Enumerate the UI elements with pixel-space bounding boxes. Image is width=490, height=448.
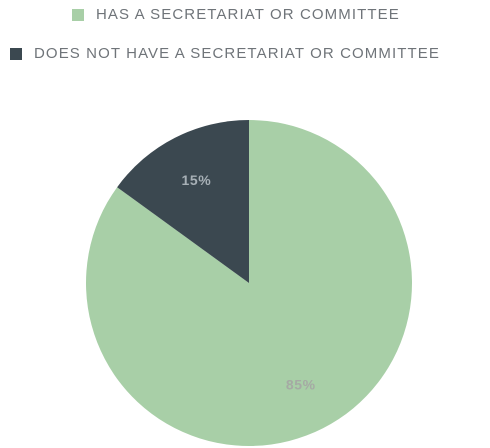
pie-slice-no-secretariat	[117, 120, 250, 283]
legend-label-no-secretariat: DOES NOT HAVE A SECRETARIAT OR COMMITTEE	[34, 45, 440, 62]
legend-label-has-secretariat: HAS A SECRETARIAT OR COMMITTEE	[96, 6, 400, 23]
legend-swatch-no-secretariat	[10, 47, 22, 60]
pie-label-has-secretariat: 85%	[286, 377, 316, 393]
legend-item-no-secretariat: DOES NOT HAVE A SECRETARIAT OR COMMITTEE	[10, 45, 440, 62]
pie-slice-has-secretariat	[85, 120, 412, 446]
pie-label-no-secretariat: 15%	[182, 172, 212, 188]
legend-swatch-has-secretariat	[72, 8, 84, 21]
legend-item-has-secretariat: HAS A SECRETARIAT OR COMMITTEE	[72, 6, 400, 23]
